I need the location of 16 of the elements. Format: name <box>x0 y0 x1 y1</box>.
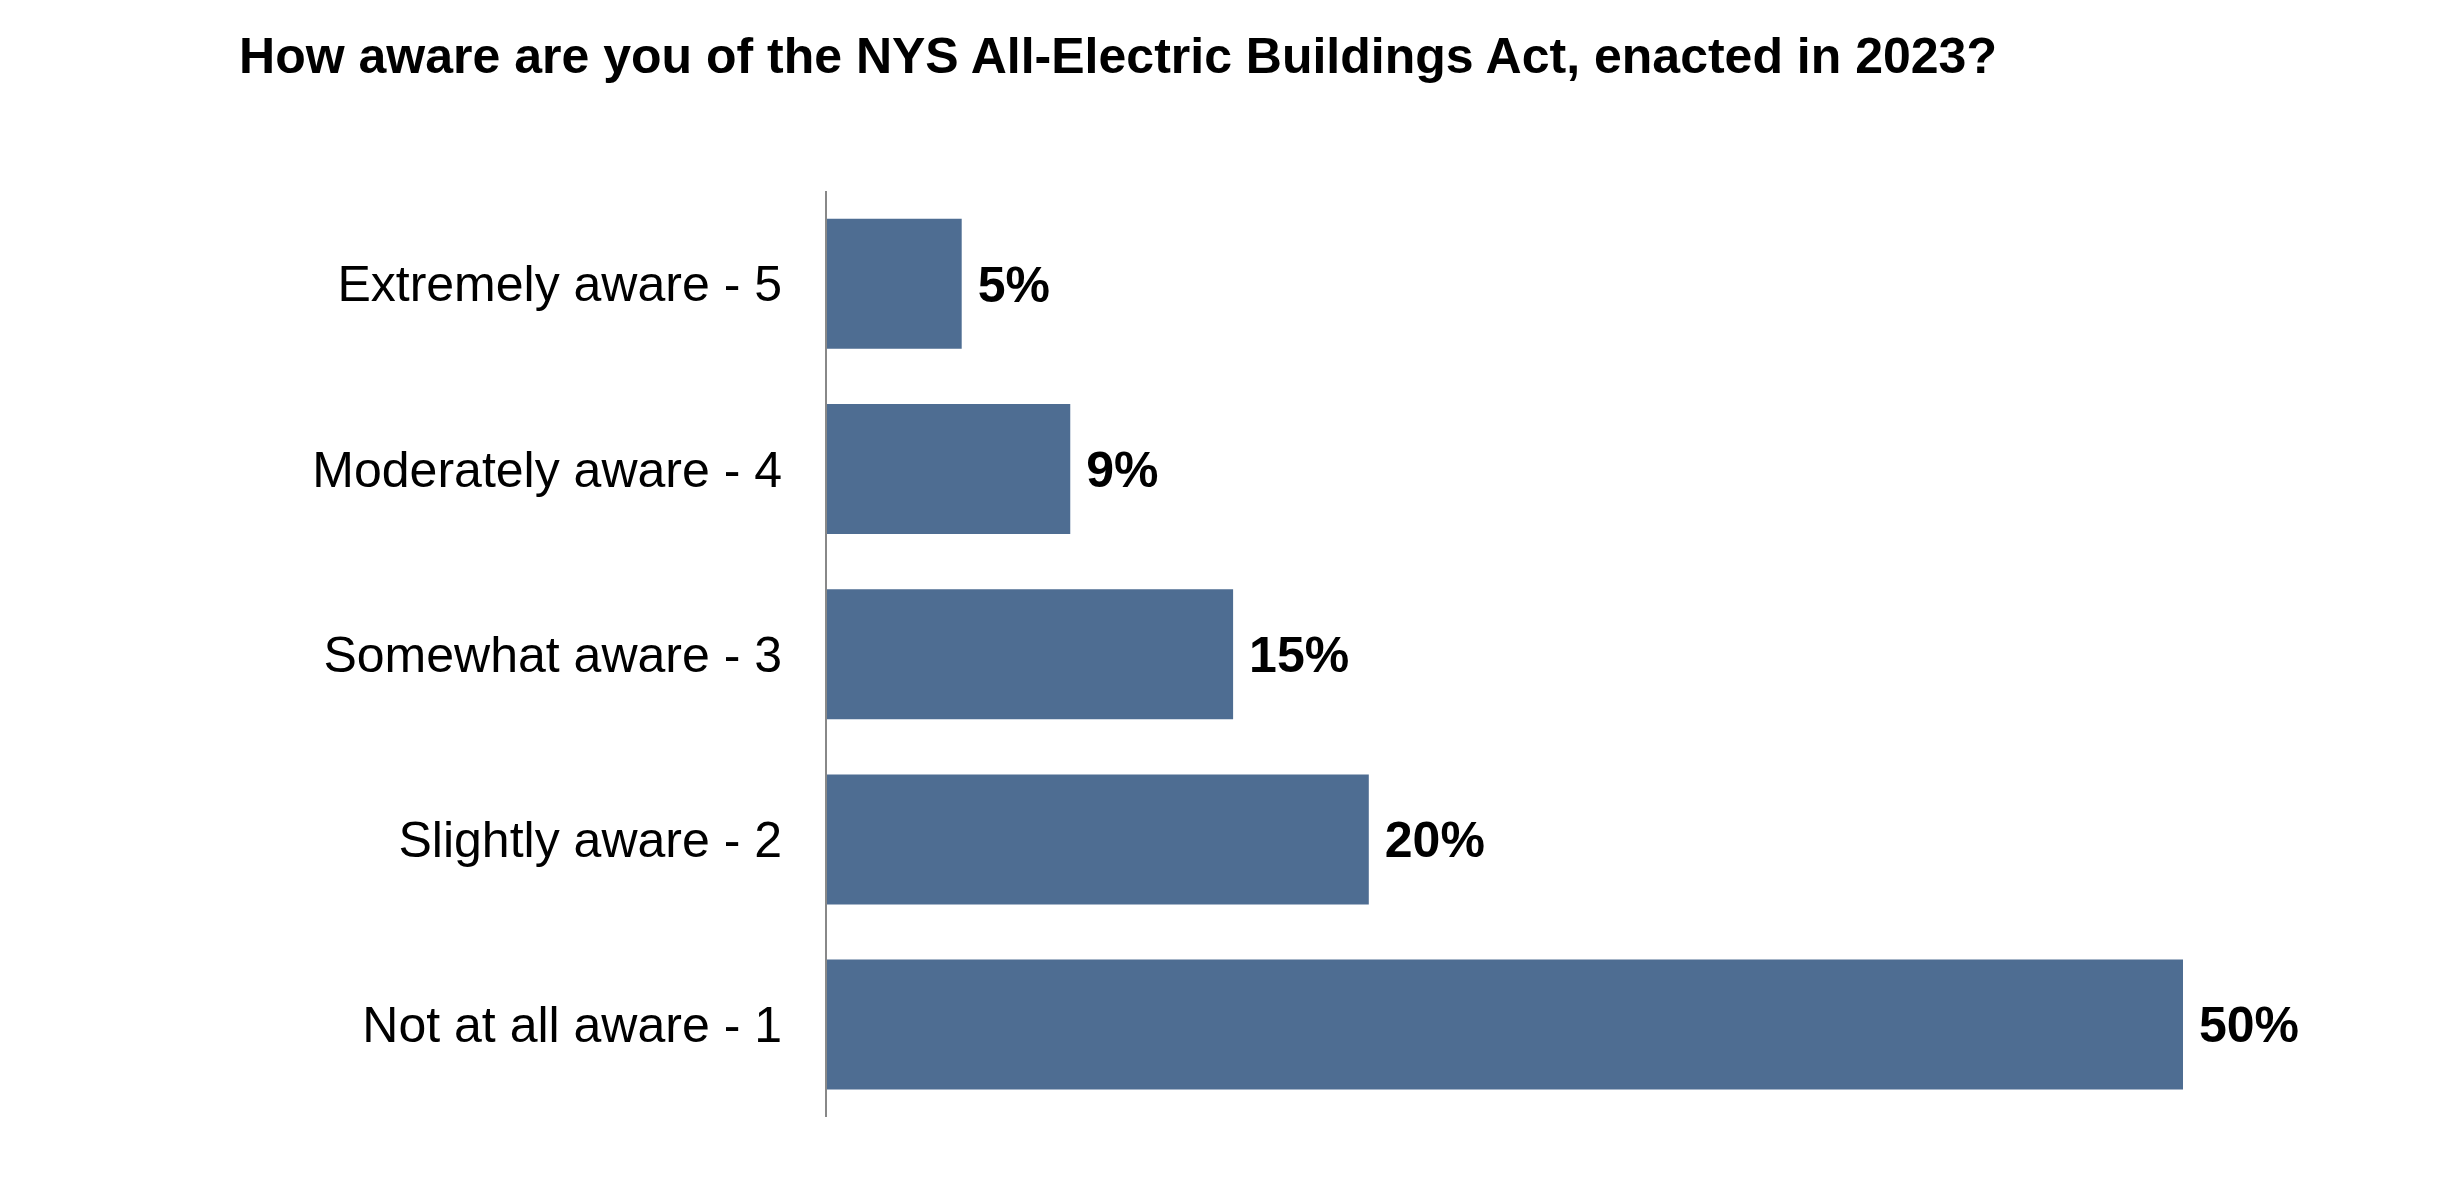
bar <box>826 403 1071 534</box>
y-tick-label: Somewhat aware - 3 <box>323 626 782 683</box>
data-label: 5% <box>977 256 1050 313</box>
chart-title: How aware are you of the NYS All-Electric Buildings Act, enacted in 2023? <box>238 27 1998 86</box>
bar <box>826 589 1234 720</box>
y-tick-label: Extremely aware - 5 <box>337 256 782 313</box>
data-label: 9% <box>1086 441 1159 498</box>
y-tick-label: Slightly aware - 2 <box>398 811 782 868</box>
bar <box>826 959 2183 1090</box>
y-tick-label: Not at all aware - 1 <box>362 997 782 1054</box>
bar <box>826 218 962 349</box>
data-label: 15% <box>1249 626 1350 683</box>
data-label: 20% <box>1384 812 1485 869</box>
bar <box>826 774 1369 905</box>
data-label: 50% <box>2199 997 2300 1054</box>
y-tick-label: Moderately aware - 4 <box>312 441 782 498</box>
